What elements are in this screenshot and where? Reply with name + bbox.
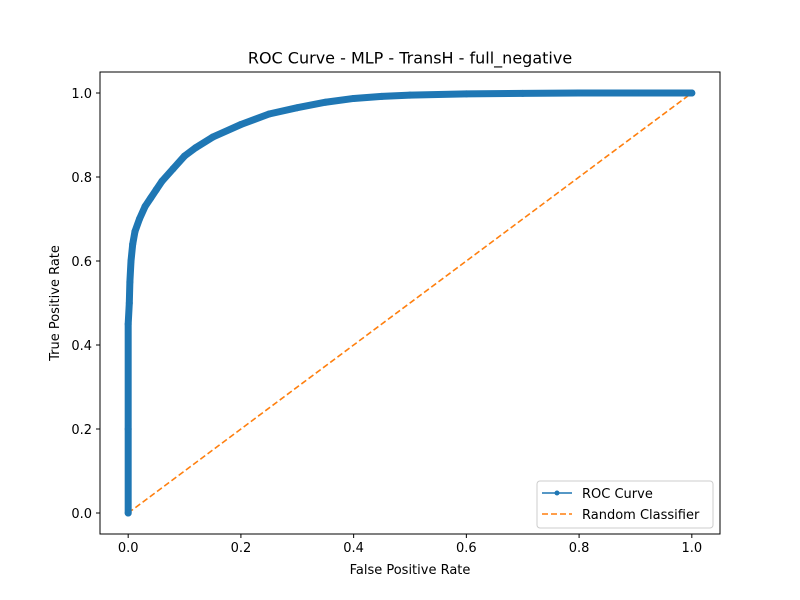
roc-curve-point bbox=[265, 110, 273, 118]
roc-curve-point bbox=[135, 215, 143, 223]
x-tick-label: 0.4 bbox=[343, 541, 364, 556]
y-tick-label: 1.0 bbox=[71, 87, 92, 102]
roc-curve-point bbox=[688, 89, 696, 97]
y-tick-label: 0.4 bbox=[71, 339, 92, 354]
roc-curve-point bbox=[129, 240, 137, 248]
y-tick-label: 0.6 bbox=[71, 255, 92, 270]
y-tick-label: 0.8 bbox=[71, 171, 92, 186]
x-axis-label: False Positive Rate bbox=[350, 563, 471, 578]
roc-curve-point bbox=[631, 89, 639, 97]
axes-frame bbox=[99, 71, 721, 535]
roc-curve-point bbox=[127, 257, 135, 265]
roc-curve-point bbox=[192, 144, 200, 152]
roc-curve-point bbox=[124, 320, 132, 328]
roc-curve-point bbox=[131, 228, 139, 236]
roc-curve-point bbox=[237, 121, 245, 128]
roc-curve-point bbox=[158, 177, 166, 185]
roc-curve-point bbox=[169, 165, 177, 173]
roc-curve-point bbox=[141, 202, 149, 210]
legend-roc-label: ROC Curve bbox=[582, 487, 653, 502]
random-classifier-line bbox=[127, 92, 693, 514]
chart-title: ROC Curve - MLP - TransH - full_negative bbox=[248, 49, 572, 69]
roc-curve-point bbox=[124, 425, 132, 433]
roc-curve-point bbox=[126, 278, 134, 286]
roc-curve-point bbox=[147, 194, 155, 202]
x-tick-label: 0.0 bbox=[118, 541, 139, 556]
legend-roc-marker bbox=[554, 490, 560, 496]
roc-curve-point bbox=[406, 91, 414, 99]
plot-area: 0.0 0.2 0.4 0.6 0.8 1.0 0.0 0.2 0.4 0.6 0.8 1.0 bbox=[71, 71, 721, 556]
roc-curve-point bbox=[152, 186, 160, 194]
y-tick-label: 0.2 bbox=[71, 423, 92, 438]
roc-curve-point bbox=[321, 98, 329, 106]
roc-curve-point bbox=[181, 152, 189, 160]
y-tick-label: 0.0 bbox=[71, 507, 92, 522]
roc-curve-point bbox=[462, 90, 470, 98]
roc-curve-point bbox=[125, 299, 133, 307]
roc-curve-point bbox=[350, 94, 358, 102]
roc-curve-point bbox=[519, 89, 527, 97]
legend: ROC Curve Random Classifier bbox=[536, 480, 714, 529]
x-tick-label: 0.8 bbox=[569, 541, 590, 556]
y-axis-label: True Positive Rate bbox=[48, 245, 63, 362]
roc-curve-point bbox=[378, 92, 386, 100]
legend-random-label: Random Classifier bbox=[582, 508, 700, 523]
roc-curve-point bbox=[575, 89, 583, 97]
roc-curve-point bbox=[209, 133, 217, 141]
x-tick-label: 0.2 bbox=[231, 541, 252, 556]
roc-curve-point bbox=[124, 509, 132, 517]
x-tick-label: 0.6 bbox=[456, 541, 477, 556]
legend-box bbox=[536, 480, 714, 529]
roc-curve-point bbox=[293, 104, 301, 112]
x-tick-label: 1.0 bbox=[681, 541, 702, 556]
